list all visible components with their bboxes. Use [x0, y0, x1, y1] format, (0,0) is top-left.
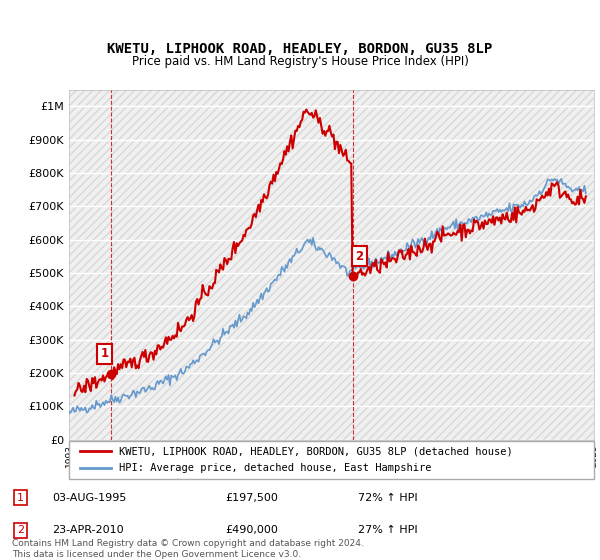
- Text: 03-AUG-1995: 03-AUG-1995: [52, 493, 127, 503]
- Text: 72% ↑ HPI: 72% ↑ HPI: [358, 493, 417, 503]
- Text: 2: 2: [17, 525, 24, 535]
- Text: 1: 1: [101, 347, 109, 360]
- Text: Contains HM Land Registry data © Crown copyright and database right 2024.
This d: Contains HM Land Registry data © Crown c…: [12, 539, 364, 559]
- Text: 1: 1: [17, 493, 24, 503]
- FancyBboxPatch shape: [69, 441, 594, 479]
- Text: 27% ↑ HPI: 27% ↑ HPI: [358, 525, 417, 535]
- Text: KWETU, LIPHOOK ROAD, HEADLEY, BORDON, GU35 8LP: KWETU, LIPHOOK ROAD, HEADLEY, BORDON, GU…: [107, 42, 493, 56]
- Text: 23-APR-2010: 23-APR-2010: [52, 525, 124, 535]
- Text: HPI: Average price, detached house, East Hampshire: HPI: Average price, detached house, East…: [119, 463, 431, 473]
- Text: KWETU, LIPHOOK ROAD, HEADLEY, BORDON, GU35 8LP (detached house): KWETU, LIPHOOK ROAD, HEADLEY, BORDON, GU…: [119, 446, 512, 456]
- Text: 2: 2: [355, 250, 364, 263]
- Text: £197,500: £197,500: [225, 493, 278, 503]
- Text: Price paid vs. HM Land Registry's House Price Index (HPI): Price paid vs. HM Land Registry's House …: [131, 55, 469, 68]
- Text: £490,000: £490,000: [225, 525, 278, 535]
